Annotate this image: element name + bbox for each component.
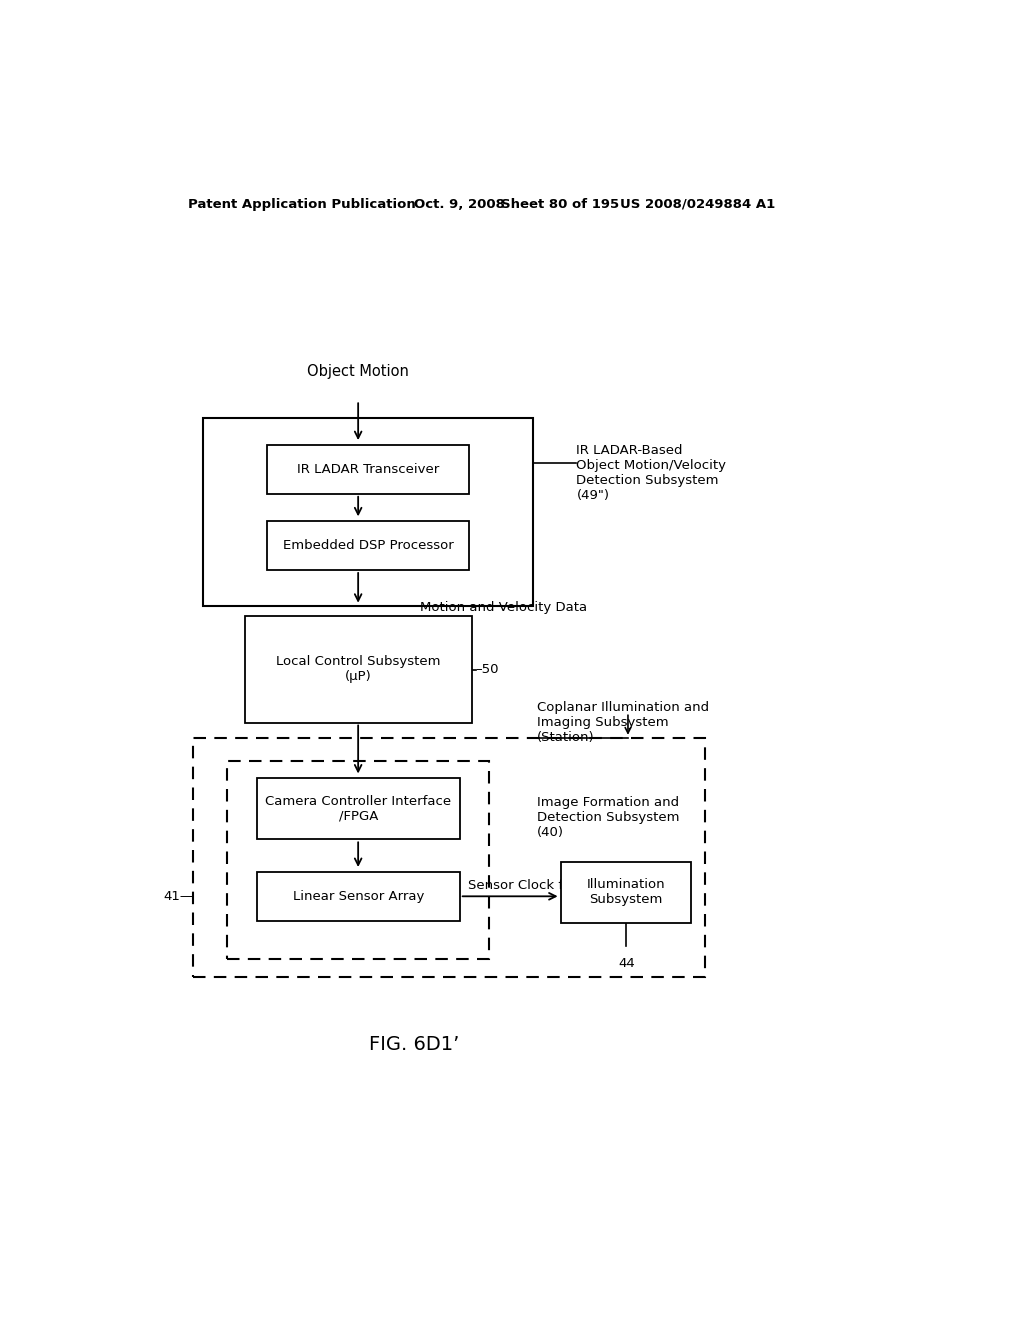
Text: Embedded DSP Processor: Embedded DSP Processor <box>283 539 454 552</box>
Text: Sheet 80 of 195: Sheet 80 of 195 <box>501 198 620 211</box>
Text: Local Control Subsystem
(μP): Local Control Subsystem (μP) <box>276 655 440 684</box>
Bar <box>227 762 489 960</box>
Text: 44: 44 <box>618 957 635 970</box>
Bar <box>560 862 691 923</box>
Text: 41—: 41— <box>163 890 194 903</box>
Bar <box>204 417 532 606</box>
Text: Camera Controller Interface
/FPGA: Camera Controller Interface /FPGA <box>265 795 452 822</box>
Bar <box>246 615 472 722</box>
Text: Oct. 9, 2008: Oct. 9, 2008 <box>414 198 505 211</box>
Text: US 2008/0249884 A1: US 2008/0249884 A1 <box>620 198 775 211</box>
Text: Sensor Clock f: Sensor Clock f <box>468 879 563 891</box>
Bar <box>257 873 460 921</box>
Text: Linear Sensor Array: Linear Sensor Array <box>293 890 424 903</box>
Text: Illumination
Subsystem: Illumination Subsystem <box>587 878 666 907</box>
Text: –50: –50 <box>475 663 499 676</box>
Bar <box>267 521 469 570</box>
Bar <box>257 779 460 840</box>
Text: Image Formation and
Detection Subsystem
(40): Image Formation and Detection Subsystem … <box>537 796 679 838</box>
Text: Coplanar Illumination and
Imaging Subsystem
(Station): Coplanar Illumination and Imaging Subsys… <box>537 701 709 744</box>
Bar <box>194 738 705 977</box>
Text: IR LADAR Transceiver: IR LADAR Transceiver <box>297 463 439 477</box>
Text: FIG. 6D1’: FIG. 6D1’ <box>369 1035 459 1055</box>
Text: Object Motion: Object Motion <box>307 364 409 379</box>
Text: Motion and Velocity Data: Motion and Velocity Data <box>420 601 587 614</box>
Bar <box>267 445 469 494</box>
Text: Patent Application Publication: Patent Application Publication <box>187 198 416 211</box>
Text: IR LADAR-Based
Object Motion/Velocity
Detection Subsystem
(49"): IR LADAR-Based Object Motion/Velocity De… <box>577 445 726 503</box>
